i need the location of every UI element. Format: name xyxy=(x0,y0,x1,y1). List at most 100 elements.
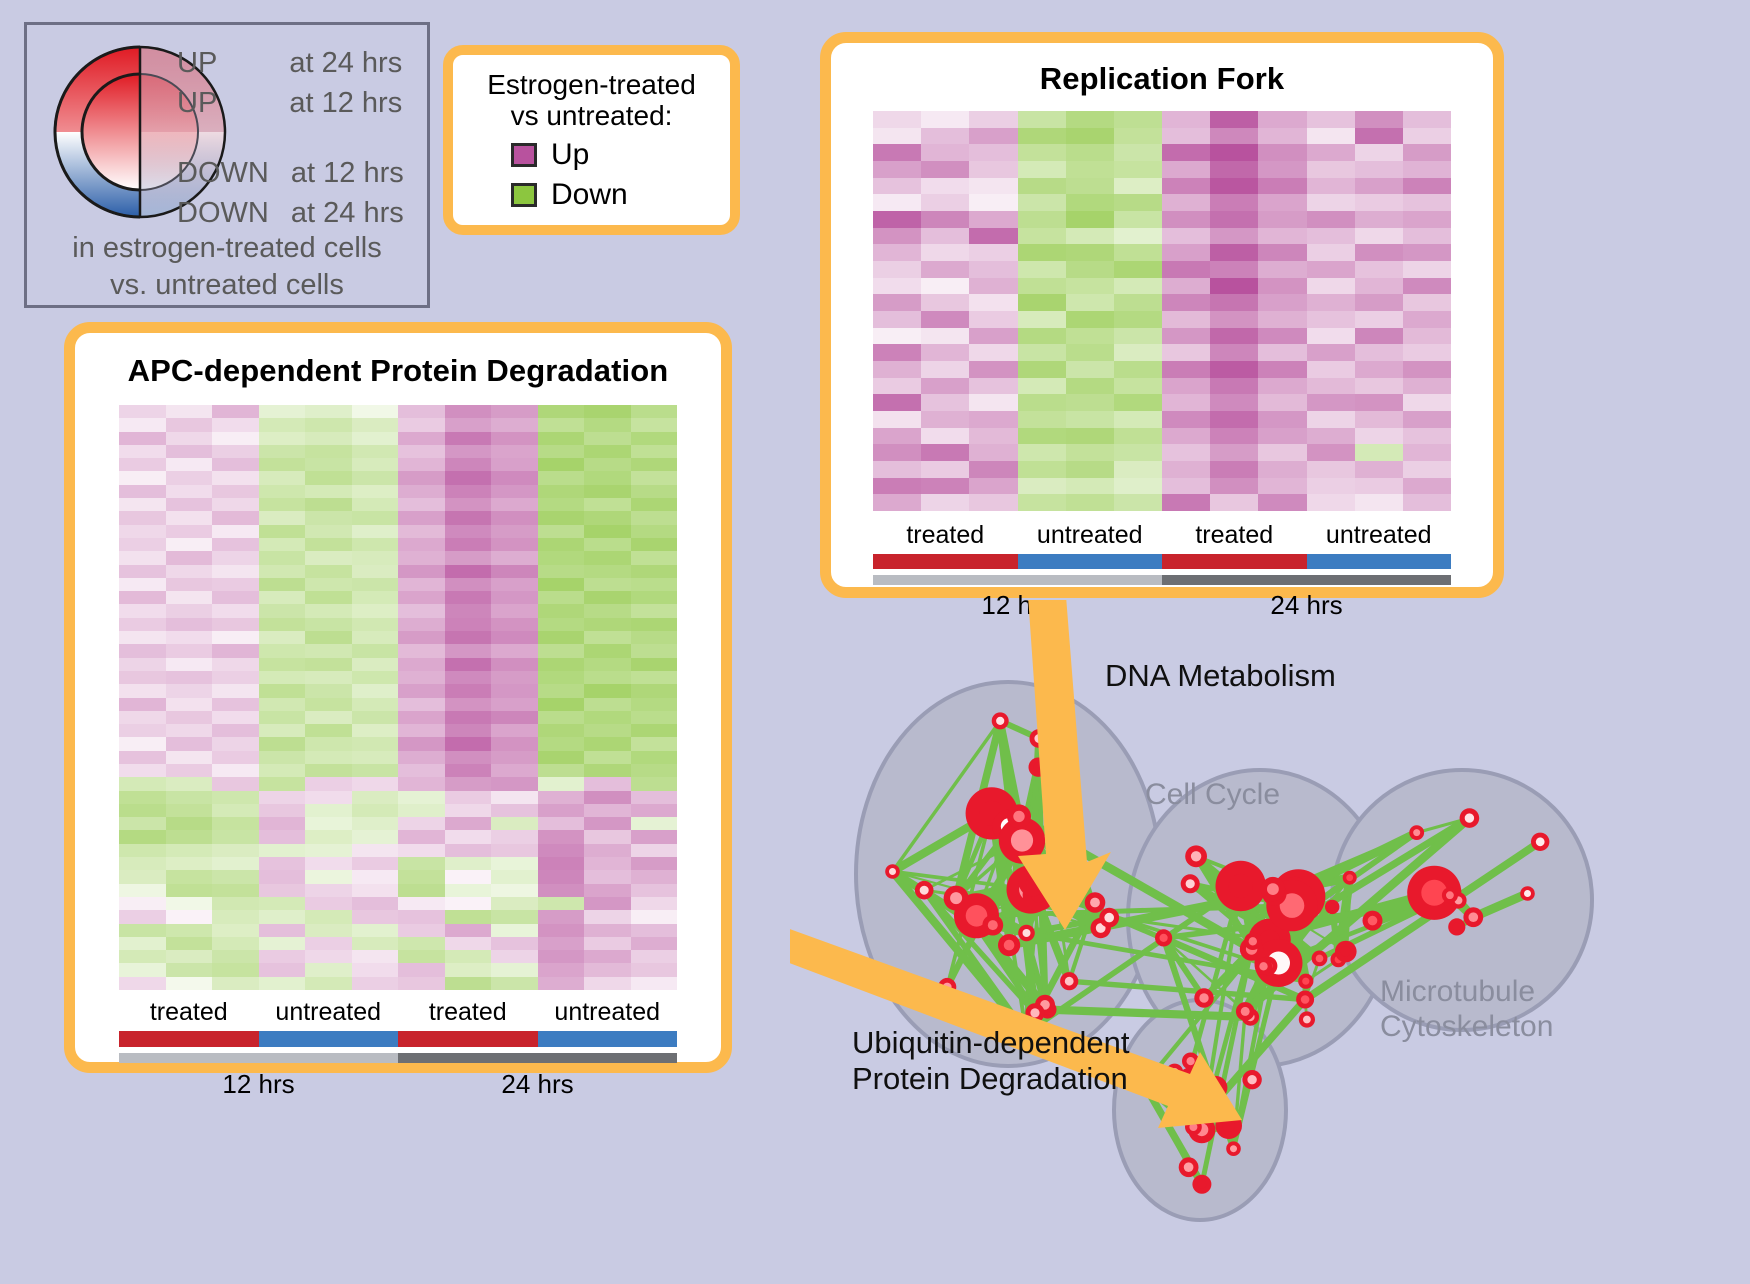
heatmap-cell xyxy=(305,977,352,990)
heatmap-cell xyxy=(119,977,166,990)
heatmap-cell xyxy=(969,278,1017,295)
network-node[interactable] xyxy=(1335,941,1357,963)
heatmap-cell xyxy=(1258,378,1306,395)
network-node[interactable] xyxy=(1255,958,1272,975)
network-node[interactable] xyxy=(1442,887,1458,903)
heatmap-cell xyxy=(398,857,445,870)
network-node[interactable] xyxy=(1007,804,1031,828)
heatmap-cell xyxy=(212,977,259,990)
heatmap-cell xyxy=(1307,378,1355,395)
heatmap-cell xyxy=(1210,261,1258,278)
network-node[interactable] xyxy=(1312,951,1328,967)
heatmap-cell xyxy=(491,711,538,724)
heatmap-cell xyxy=(584,631,631,644)
heatmap-cell xyxy=(1066,311,1114,328)
network-node[interactable] xyxy=(1463,907,1483,927)
network-node[interactable] xyxy=(1179,1157,1199,1177)
network-node[interactable] xyxy=(1448,918,1465,935)
network-node[interactable] xyxy=(1060,972,1078,990)
heatmap-cell xyxy=(445,857,492,870)
heatmap-cell xyxy=(1162,378,1210,395)
heatmap-cell xyxy=(584,777,631,790)
heatmap-cell xyxy=(259,591,306,604)
network-node[interactable] xyxy=(1216,861,1266,911)
heatmap-cell xyxy=(491,791,538,804)
heatmap-cell xyxy=(1162,478,1210,495)
network-node[interactable] xyxy=(1085,892,1106,913)
network-node[interactable] xyxy=(1298,974,1313,989)
heatmap-cell xyxy=(584,897,631,910)
network-node[interactable] xyxy=(1299,1011,1315,1027)
heatmap-cell xyxy=(119,963,166,976)
network-node[interactable] xyxy=(1325,900,1339,914)
heatmap-cell xyxy=(166,777,213,790)
key-legend-item-down: Down xyxy=(511,178,730,212)
heatmap-cell xyxy=(1307,194,1355,211)
network-node[interactable] xyxy=(1192,1175,1211,1194)
heatmap-cell xyxy=(921,278,969,295)
network-node[interactable] xyxy=(1409,825,1424,840)
wheel-caption-line-1: in estrogen-treated cells xyxy=(27,230,427,267)
heatmap-cell xyxy=(584,924,631,937)
heatmap-cell xyxy=(538,418,585,431)
heatmap-cell xyxy=(491,671,538,684)
network-node[interactable] xyxy=(1244,933,1261,950)
heatmap-cell xyxy=(259,950,306,963)
heatmap-cell xyxy=(352,777,399,790)
network-node[interactable] xyxy=(1185,845,1207,867)
network-node[interactable] xyxy=(1236,1002,1255,1021)
heatmap-cell xyxy=(259,724,306,737)
network-node[interactable] xyxy=(1242,1070,1261,1089)
heatmap-cell xyxy=(212,924,259,937)
heatmap-cell xyxy=(259,565,306,578)
network-node[interactable] xyxy=(1099,908,1119,928)
network-node[interactable] xyxy=(1460,808,1480,828)
heatmap-cell xyxy=(584,538,631,551)
network-node[interactable] xyxy=(1363,911,1383,931)
heatmap-cell xyxy=(398,578,445,591)
network-node[interactable] xyxy=(944,886,969,911)
heatmap-cell xyxy=(1307,361,1355,378)
network-node[interactable] xyxy=(1181,874,1200,893)
heatmap-cell xyxy=(166,711,213,724)
network-node[interactable] xyxy=(1155,929,1172,946)
heatmap-cell xyxy=(873,161,921,178)
heatmap-cell xyxy=(212,538,259,551)
down-label: Down xyxy=(551,178,628,212)
heatmap-cell xyxy=(1258,128,1306,145)
network-node[interactable] xyxy=(998,934,1020,956)
network-node[interactable] xyxy=(1531,833,1549,851)
heatmap-cell xyxy=(259,498,306,511)
heatmap-cell xyxy=(1162,144,1210,161)
network-node[interactable] xyxy=(982,915,1003,936)
network-node[interactable] xyxy=(1194,988,1213,1007)
heatmap-cell xyxy=(491,658,538,671)
heatmap-cell xyxy=(119,445,166,458)
network-node[interactable] xyxy=(1343,871,1357,885)
treatment-label: untreated xyxy=(259,998,399,1027)
network-node[interactable] xyxy=(1296,991,1314,1009)
network-node[interactable] xyxy=(915,881,934,900)
network-node[interactable] xyxy=(992,712,1009,729)
heatmap-cell xyxy=(305,538,352,551)
network-node[interactable] xyxy=(885,864,900,879)
heatmap-cell xyxy=(445,551,492,564)
heatmap-cell xyxy=(119,791,166,804)
heatmap-cell xyxy=(538,698,585,711)
network-node[interactable] xyxy=(1018,925,1035,942)
heatmap-cell xyxy=(305,445,352,458)
heatmap-cell xyxy=(1114,394,1162,411)
heatmap-cell xyxy=(1066,394,1114,411)
heatmap-cell xyxy=(969,428,1017,445)
heatmap-cell xyxy=(631,724,678,737)
heatmap-cell xyxy=(491,538,538,551)
heatmap-cell xyxy=(1355,311,1403,328)
network-node[interactable] xyxy=(1261,877,1285,901)
network-node[interactable] xyxy=(1520,886,1535,901)
heatmap-cell xyxy=(1162,411,1210,428)
heatmap-cell xyxy=(212,937,259,950)
heatmap-cell xyxy=(538,870,585,883)
heatmap-cell xyxy=(491,924,538,937)
heatmap-cell xyxy=(119,578,166,591)
network-node[interactable] xyxy=(1226,1141,1241,1156)
